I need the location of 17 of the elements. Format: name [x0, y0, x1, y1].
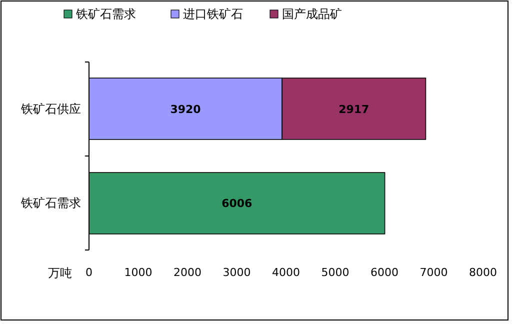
x-tick-label: 3000 [222, 266, 251, 279]
x-tick-label: 0 [86, 266, 92, 279]
data-label: 6006 [222, 197, 253, 210]
legend-label: 国产成品矿 [282, 7, 342, 21]
x-tick-label: 5000 [321, 266, 350, 279]
x-tick-label: 2000 [174, 266, 202, 279]
data-label: 2917 [338, 102, 370, 116]
x-axis-title: 万吨 [48, 266, 72, 280]
legend-label: 铁矿石需求 [75, 7, 136, 21]
legend-label: 进口铁矿石 [183, 7, 243, 21]
x-tick-label: 6000 [370, 266, 398, 279]
x-tick-label: 7000 [420, 266, 448, 279]
y-tick-label: 铁矿石供应 [20, 102, 81, 116]
data-label: 3920 [170, 102, 202, 116]
x-tick-label: 4000 [272, 266, 300, 279]
x-tick-label: 1000 [124, 266, 152, 279]
x-tick-label: 8000 [469, 266, 497, 279]
